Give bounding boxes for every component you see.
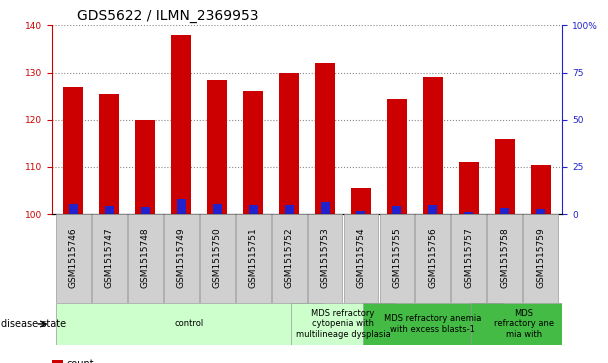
Bar	[536, 209, 545, 214]
Bar	[177, 199, 185, 214]
Bar	[207, 79, 227, 214]
Bar	[500, 208, 510, 214]
Bar	[452, 214, 486, 303]
Bar	[272, 214, 306, 303]
Bar	[279, 73, 299, 214]
Bar	[387, 98, 407, 214]
Bar	[105, 206, 114, 214]
Bar	[423, 77, 443, 214]
Bar	[92, 214, 126, 303]
Text: GSM1515751: GSM1515751	[249, 228, 258, 288]
Text: GSM1515746: GSM1515746	[69, 228, 78, 288]
Text: GSM1515759: GSM1515759	[536, 228, 545, 288]
Bar	[69, 204, 78, 214]
Bar	[471, 303, 576, 345]
Bar	[308, 214, 342, 303]
Bar	[164, 214, 199, 303]
Text: GSM1515750: GSM1515750	[213, 228, 222, 288]
Text: control: control	[174, 319, 204, 329]
Bar	[199, 214, 235, 303]
Bar	[236, 214, 271, 303]
Text: GDS5622 / ILMN_2369953: GDS5622 / ILMN_2369953	[77, 9, 259, 23]
Bar	[249, 205, 258, 214]
Bar	[351, 188, 371, 214]
Bar	[140, 207, 150, 214]
Bar	[415, 214, 451, 303]
Bar	[531, 164, 551, 214]
Bar	[356, 211, 365, 214]
Text: MDS refractory
cytopenia with
multilineage dysplasia: MDS refractory cytopenia with multilinea…	[295, 309, 390, 339]
Bar	[429, 205, 437, 214]
Bar	[128, 214, 162, 303]
Bar	[320, 202, 330, 214]
Bar	[364, 303, 503, 345]
Bar	[285, 205, 294, 214]
Bar	[495, 139, 515, 214]
Bar	[523, 214, 558, 303]
Bar	[465, 212, 474, 214]
Bar	[136, 120, 155, 214]
Text: GSM1515755: GSM1515755	[392, 228, 401, 288]
Bar	[99, 94, 119, 214]
Bar	[459, 162, 478, 214]
Text: GSM1515748: GSM1515748	[140, 228, 150, 288]
Bar	[243, 91, 263, 214]
Bar	[291, 303, 395, 345]
Bar	[344, 214, 378, 303]
Text: GSM1515752: GSM1515752	[285, 228, 294, 288]
Text: GSM1515756: GSM1515756	[429, 228, 437, 288]
Text: GSM1515758: GSM1515758	[500, 228, 510, 288]
Bar	[213, 204, 222, 214]
Text: GSM1515753: GSM1515753	[320, 228, 330, 288]
Text: count: count	[66, 359, 94, 363]
Text: GSM1515749: GSM1515749	[177, 228, 185, 288]
Text: MDS refractory anemia
with excess blasts-1: MDS refractory anemia with excess blasts…	[384, 314, 482, 334]
Bar	[171, 35, 191, 214]
Text: MDS
refractory ane
mia with: MDS refractory ane mia with	[494, 309, 554, 339]
Text: GSM1515754: GSM1515754	[356, 228, 365, 288]
Bar	[56, 303, 323, 345]
Bar	[63, 87, 83, 214]
Text: GSM1515747: GSM1515747	[105, 228, 114, 288]
Text: disease state: disease state	[1, 319, 66, 329]
Bar	[392, 206, 401, 214]
Text: GSM1515757: GSM1515757	[465, 228, 474, 288]
Bar	[56, 214, 91, 303]
Bar	[488, 214, 522, 303]
Bar	[379, 214, 415, 303]
Bar	[315, 63, 335, 214]
